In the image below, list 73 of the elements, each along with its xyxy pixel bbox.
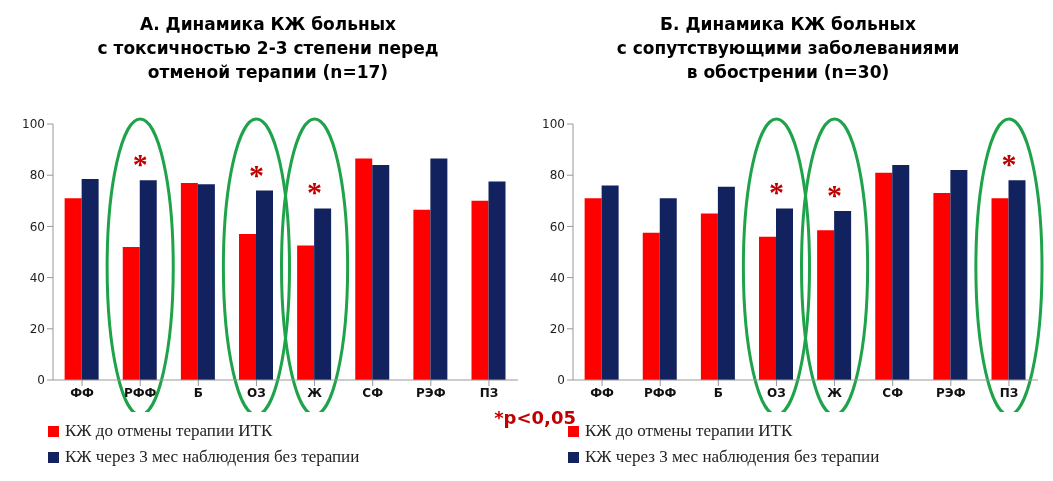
bar bbox=[933, 193, 951, 380]
x-tick-label: РФФ bbox=[643, 385, 677, 400]
y-tick-label: 0 bbox=[37, 373, 45, 388]
y-tick-label: 80 bbox=[549, 168, 565, 183]
x-tick-label: Ж bbox=[827, 385, 843, 400]
bar bbox=[717, 186, 735, 380]
bar bbox=[355, 158, 373, 380]
annotation: * bbox=[307, 175, 323, 209]
bar bbox=[239, 234, 256, 380]
bar bbox=[197, 184, 215, 380]
x-tick-label: ФФ bbox=[590, 385, 615, 400]
annotation: * bbox=[768, 175, 784, 209]
y-tick-label: 60 bbox=[549, 219, 565, 234]
bar bbox=[700, 213, 718, 380]
x-tick-label: РЭФ bbox=[416, 385, 446, 400]
y-tick-label: 60 bbox=[29, 219, 45, 234]
x-tick-label: СФ bbox=[362, 385, 384, 400]
bar bbox=[584, 198, 602, 380]
bar bbox=[601, 185, 619, 380]
annotation: * bbox=[248, 157, 264, 191]
y-tick-label: 0 bbox=[557, 373, 565, 388]
x-tick-label: ФФ bbox=[70, 385, 95, 400]
bar bbox=[776, 208, 793, 380]
x-tick-label: ОЗ bbox=[767, 385, 786, 400]
x-tick-label: ПЗ bbox=[479, 385, 499, 400]
annotation: * bbox=[132, 147, 148, 181]
bar bbox=[81, 179, 99, 380]
y-tick-label: 20 bbox=[549, 322, 565, 337]
legend-label: КЖ до отмены терапии ИТК bbox=[585, 420, 793, 442]
x-tick-label: СФ bbox=[882, 385, 904, 400]
y-tick-label: 40 bbox=[549, 270, 565, 285]
legend-label: КЖ до отмены терапии ИТК bbox=[65, 420, 273, 442]
bar bbox=[413, 209, 431, 380]
bar bbox=[372, 164, 390, 380]
x-tick-label: Ж bbox=[307, 385, 323, 400]
bar bbox=[297, 245, 315, 380]
bar bbox=[817, 230, 835, 380]
bar bbox=[256, 190, 273, 380]
bar bbox=[759, 236, 776, 380]
bar bbox=[892, 164, 910, 380]
annotation: * bbox=[827, 178, 843, 212]
bar bbox=[180, 182, 198, 380]
x-tick-label: Б bbox=[713, 385, 723, 400]
y-tick-label: 20 bbox=[29, 322, 45, 337]
legend-label: КЖ через 3 мес наблюдения без терапии bbox=[65, 446, 360, 468]
x-tick-label: РФФ bbox=[123, 385, 157, 400]
bar bbox=[64, 198, 82, 380]
bar bbox=[430, 158, 448, 380]
x-tick-label: ОЗ bbox=[247, 385, 266, 400]
y-tick-label: 80 bbox=[29, 168, 45, 183]
bar bbox=[488, 181, 506, 380]
bar bbox=[875, 172, 893, 380]
bar bbox=[834, 211, 852, 380]
bar bbox=[314, 208, 332, 380]
x-tick-label: РЭФ bbox=[936, 385, 966, 400]
bar bbox=[139, 180, 157, 380]
bar bbox=[1008, 180, 1026, 380]
y-tick-label: 100 bbox=[542, 117, 565, 132]
bar bbox=[122, 246, 140, 380]
x-tick-label: ПЗ bbox=[999, 385, 1019, 400]
text: *p<0,05 bbox=[494, 407, 576, 428]
annotation: * bbox=[1001, 147, 1017, 181]
y-tick-label: 40 bbox=[29, 270, 45, 285]
chart-title: Б. Динамика КЖ больных с сопутствующими заболеваниями в обострении (n=30) bbox=[615, 13, 961, 84]
bar bbox=[991, 198, 1009, 380]
y-tick-label: 100 bbox=[22, 117, 45, 132]
x-tick-label: Б bbox=[193, 385, 203, 400]
bar bbox=[659, 198, 677, 380]
bar bbox=[471, 200, 489, 380]
bar bbox=[950, 170, 968, 380]
bar bbox=[642, 232, 660, 380]
chart-title: А. Динамика КЖ больных с токсичностью 2-3 степени перед отменой терапии (n=17) bbox=[96, 13, 440, 84]
legend-label: КЖ через 3 мес наблюдения без терапии bbox=[585, 446, 880, 468]
